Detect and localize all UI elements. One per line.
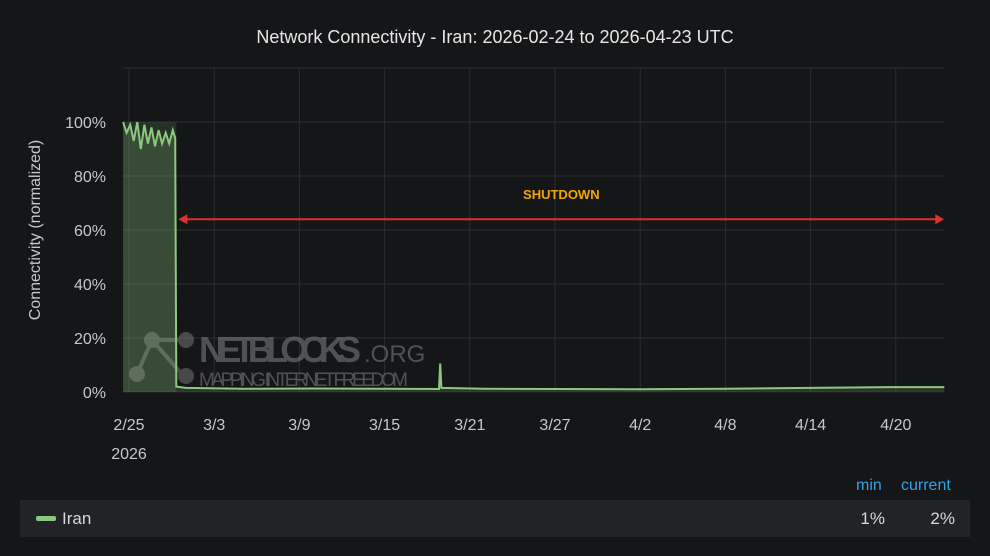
- y-tick-label: 100%: [65, 115, 106, 132]
- y-tick-label: 80%: [74, 169, 106, 186]
- svg-text:MAPPING INTERNET FREEDOM: MAPPING INTERNET FREEDOM: [199, 370, 408, 391]
- y-tick-label: 0%: [83, 385, 106, 402]
- y-tick-label: 40%: [74, 277, 106, 294]
- x-tick-label: 4/2: [629, 417, 651, 434]
- x-tick-year: 2026: [111, 446, 147, 463]
- legend-header-current[interactable]: current: [901, 477, 951, 494]
- legend-swatch-iran: [36, 516, 56, 521]
- x-tick-label: 3/21: [454, 417, 485, 434]
- legend: Iran 1% 2%: [20, 500, 970, 537]
- x-tick-label: 2/25: [113, 417, 144, 434]
- shaded-region: [123, 122, 177, 392]
- arrow-head-right-icon: [935, 214, 945, 225]
- x-tick-label: 3/3: [203, 417, 225, 434]
- chart-title: Network Connectivity - Iran: 2026-02-24 …: [256, 27, 734, 47]
- x-tick-label: 3/9: [288, 417, 310, 434]
- svg-text:NETBLOCKS: NETBLOCKS: [199, 329, 361, 370]
- arrow-head-left-icon: [178, 214, 188, 225]
- x-tick-label: 3/15: [369, 417, 400, 434]
- legend-current-value: 2%: [930, 509, 955, 528]
- x-tick-label: 4/8: [714, 417, 736, 434]
- y-axis-label: Connectivity (normalized): [27, 140, 44, 321]
- svg-text:.ORG: .ORG: [364, 341, 425, 368]
- x-tick-label: 4/14: [795, 417, 826, 434]
- legend-min-value: 1%: [860, 509, 885, 528]
- x-tick-label: 4/20: [880, 417, 911, 434]
- legend-header-min[interactable]: min: [856, 477, 882, 494]
- y-tick-label: 20%: [74, 331, 106, 348]
- legend-series-iran[interactable]: Iran: [62, 509, 92, 528]
- shutdown-label: SHUTDOWN: [523, 187, 600, 202]
- y-tick-label: 60%: [74, 223, 106, 240]
- x-tick-label: 3/27: [539, 417, 570, 434]
